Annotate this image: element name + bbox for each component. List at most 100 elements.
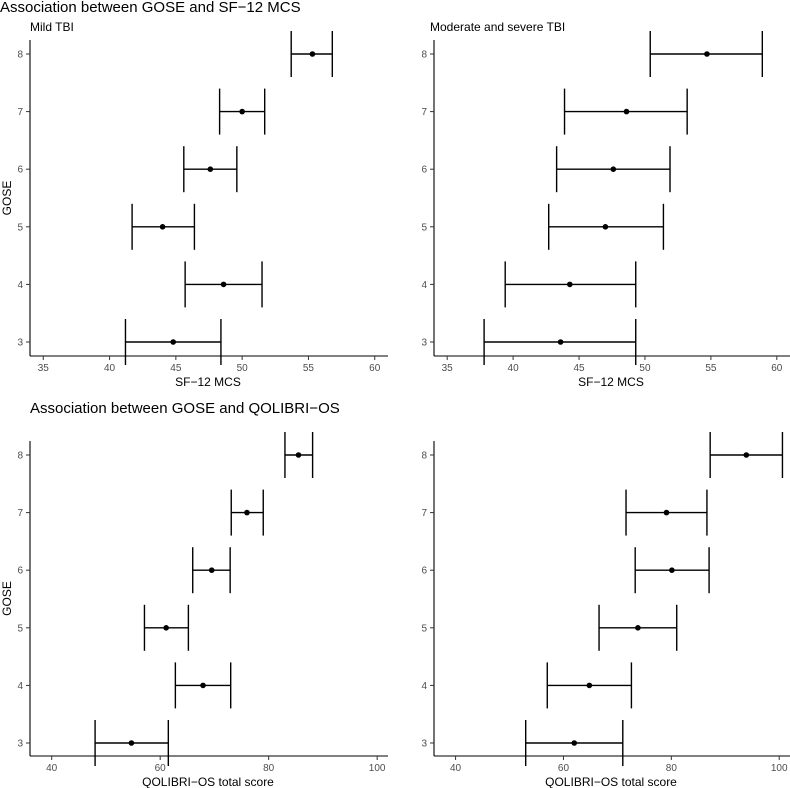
error-bar-gose-5 xyxy=(143,604,190,651)
y-tick-label: 8 xyxy=(421,451,427,462)
error-bar-gose-5 xyxy=(598,604,678,651)
error-bar-gose-6 xyxy=(555,146,671,193)
mean-point xyxy=(602,224,609,230)
mean-point xyxy=(635,625,641,631)
x-tick-label: 50 xyxy=(237,363,249,374)
mean-point xyxy=(663,509,670,516)
y-tick-label: 8 xyxy=(421,50,427,61)
x-tick-label: 55 xyxy=(303,363,315,374)
error-bar-gose-7 xyxy=(218,88,266,135)
mean-point xyxy=(704,51,710,57)
y-tick-label: 6 xyxy=(421,165,427,176)
mean-point xyxy=(220,281,227,288)
y-tick-label: 8 xyxy=(17,451,23,462)
error-bar-gose-3 xyxy=(524,720,624,766)
chart-panel-4: 40 60 80 100 3 4 5 6 7 8 QOLIBRI−OS total score xyxy=(421,432,790,788)
error-bar-gose-7 xyxy=(625,489,708,536)
x-tick-label: 60 xyxy=(771,363,783,374)
chart-panel-3: 40 60 80 100 3 4 5 6 7 8 QOLIBRI−OS total score GOS… xyxy=(0,432,388,788)
error-bar-gose-3 xyxy=(124,319,222,365)
y-tick-label: 6 xyxy=(421,566,427,577)
x-tick-label: 80 xyxy=(666,763,678,774)
error-bar-gose-8 xyxy=(284,432,314,478)
y-tick-label: 4 xyxy=(17,681,23,692)
x-tick-label: 60 xyxy=(558,763,570,774)
error-bar-gose-7 xyxy=(563,88,688,135)
mean-point xyxy=(623,108,630,115)
mean-point xyxy=(200,682,206,689)
x-tick-label: 100 xyxy=(369,763,386,774)
panel-subtitle: Moderate and severe TBI xyxy=(430,20,565,34)
y-tick-label: 4 xyxy=(17,280,23,291)
error-bar-gose-8 xyxy=(649,31,764,77)
mean-point xyxy=(163,625,169,631)
mean-point xyxy=(669,567,675,573)
y-tick-label: 6 xyxy=(17,566,23,577)
x-tick-label: 60 xyxy=(155,763,167,774)
mean-point xyxy=(159,224,166,230)
x-tick-label: 80 xyxy=(263,763,275,774)
error-bar-gose-3 xyxy=(94,720,170,766)
y-axis-title: GOSE xyxy=(0,581,14,616)
x-axis-title: SF−12 MCS xyxy=(175,375,241,389)
x-tick-label: 55 xyxy=(705,363,717,374)
mean-point xyxy=(207,166,214,172)
error-bar-gose-8 xyxy=(709,432,784,478)
error-bar-gose-4 xyxy=(504,261,637,308)
x-tick-label: 40 xyxy=(46,763,58,774)
error-bar-gose-6 xyxy=(183,146,238,193)
mean-point xyxy=(244,509,250,516)
error-bar-gose-5 xyxy=(131,203,196,250)
y-tick-label: 8 xyxy=(17,50,23,61)
x-tick-label: 60 xyxy=(369,363,381,374)
y-tick-label: 3 xyxy=(421,739,427,750)
mean-point xyxy=(295,452,302,458)
y-tick-label: 3 xyxy=(17,338,23,349)
mean-point xyxy=(571,740,578,746)
x-tick-label: 50 xyxy=(639,363,651,374)
mean-point xyxy=(208,567,215,573)
error-bar-gose-6 xyxy=(634,547,710,594)
x-tick-label: 40 xyxy=(450,763,462,774)
error-bar-gose-6 xyxy=(192,547,231,594)
error-bar-gose-4 xyxy=(174,662,232,709)
mean-point xyxy=(567,281,573,288)
y-tick-label: 7 xyxy=(421,508,427,519)
error-bar-gose-4 xyxy=(546,662,633,709)
error-bar-gose-4 xyxy=(184,261,263,308)
y-tick-label: 7 xyxy=(421,107,427,118)
error-bar-gose-3 xyxy=(483,319,637,365)
x-axis-title: QOLIBRI−OS total score xyxy=(142,775,274,788)
mean-point xyxy=(743,452,750,458)
mean-point xyxy=(557,339,564,345)
x-tick-label: 40 xyxy=(508,363,520,374)
mean-point xyxy=(586,682,593,689)
y-tick-label: 6 xyxy=(17,165,23,176)
y-tick-label: 7 xyxy=(17,107,23,118)
y-tick-label: 7 xyxy=(17,508,23,519)
x-tick-label: 100 xyxy=(771,763,788,774)
error-bar-gose-5 xyxy=(548,203,665,250)
y-tick-label: 4 xyxy=(421,681,427,692)
mean-point xyxy=(170,339,176,345)
x-tick-label: 40 xyxy=(104,363,116,374)
mean-point xyxy=(610,166,617,172)
y-tick-label: 4 xyxy=(421,280,427,291)
panel-subtitle: Mild TBI xyxy=(30,20,74,34)
x-axis-title: SF−12 MCS xyxy=(578,375,644,389)
x-tick-label: 35 xyxy=(442,363,454,374)
x-tick-label: 45 xyxy=(170,363,182,374)
error-bar-gose-8 xyxy=(290,31,334,77)
x-tick-label: 45 xyxy=(573,363,585,374)
section-title-top: Association between GOSE and SF−12 MCS xyxy=(0,0,301,16)
y-tick-label: 5 xyxy=(17,222,23,233)
x-axis-title: QOLIBRI−OS total score xyxy=(545,775,677,788)
y-tick-label: 3 xyxy=(17,739,23,750)
y-tick-label: 5 xyxy=(421,222,427,233)
section-title-bottom: Association between GOSE and QOLIBRI−OS xyxy=(30,400,340,417)
mean-point xyxy=(309,51,316,57)
error-bar-gose-7 xyxy=(230,489,264,536)
y-tick-label: 3 xyxy=(421,338,427,349)
